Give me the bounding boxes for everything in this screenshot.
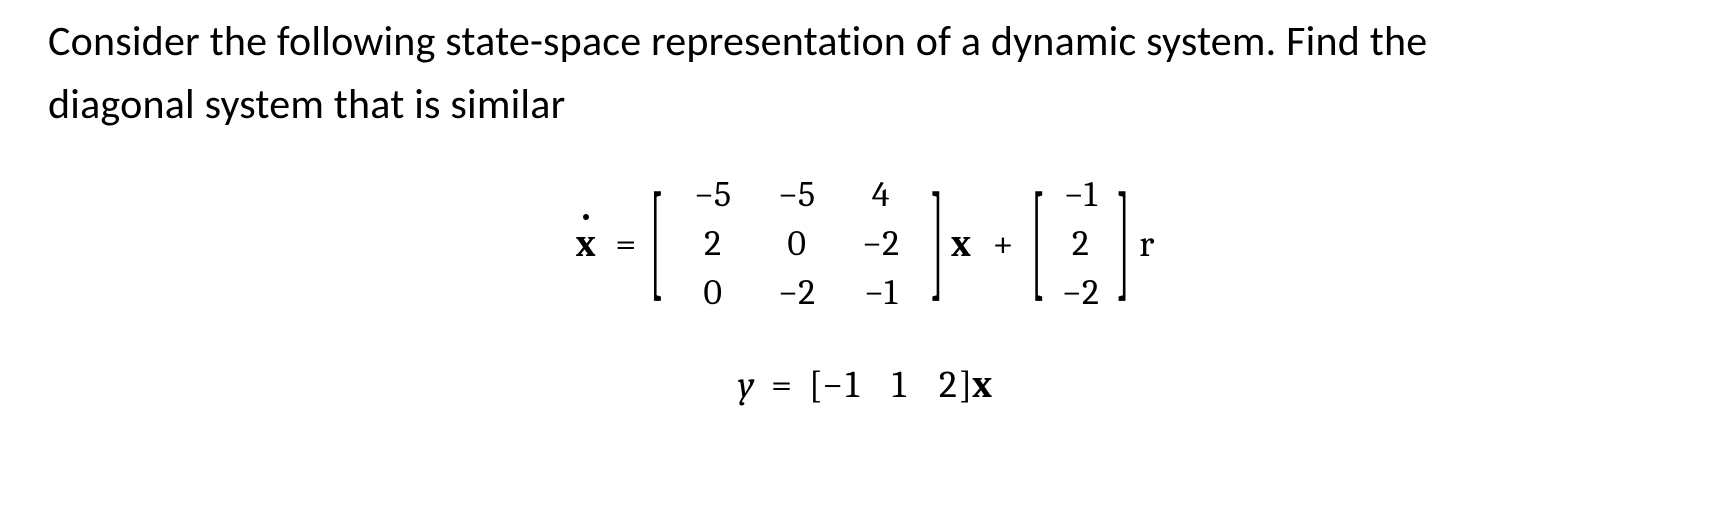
prompt-line-1: Consider the following state-space repre… [48, 16, 1427, 67]
A-left-bracket: [ [650, 167, 663, 317]
B-row-1: 2 [1052, 219, 1109, 268]
A-2-1: −2 [755, 268, 839, 317]
A-0-2: 4 [839, 170, 923, 219]
A-row-2: 0 −2 −1 [671, 268, 923, 317]
C-close-bracket: ] [959, 363, 972, 407]
A-1-2: −2 [839, 219, 923, 268]
C-open-bracket: [ [809, 363, 822, 407]
A-0-0: −5 [671, 170, 755, 219]
A-row-0: −5 −5 4 [671, 170, 923, 219]
problem-statement: Consider the following state-space repre… [48, 10, 1682, 136]
state-vector-x-2: x [972, 363, 992, 407]
prompt-line-2: diagonal system that is similar [48, 79, 565, 130]
A-2-0: 0 [671, 268, 755, 317]
input-var-r: r [1139, 222, 1154, 266]
B-0: −1 [1052, 170, 1109, 219]
A-row-1: 2 0 −2 [671, 219, 923, 268]
plus-sign: + [992, 222, 1013, 266]
equals-sign-2-glyph: = [771, 363, 792, 407]
B-1: 2 [1052, 219, 1109, 268]
output-y: y [738, 363, 754, 407]
A-matrix: −5 −5 4 2 0 −2 0 −2 −1 [671, 170, 923, 317]
equals-sign-1: = [615, 222, 636, 266]
A-0-1: −5 [755, 170, 839, 219]
A-1-1: 0 [755, 219, 839, 268]
A-2-2: −1 [839, 268, 923, 317]
B-2: −2 [1052, 268, 1109, 317]
C-row-values: −1 1 2 [822, 363, 959, 407]
A-1-0: 2 [671, 219, 755, 268]
dot-icon [583, 214, 589, 220]
xdot-symbol: x [576, 222, 596, 266]
state-vector-x-1: x [951, 222, 971, 266]
B-vector: −1 2 −2 [1052, 170, 1109, 317]
state-equation: x = [ −5 −5 4 2 0 −2 0 −2 −1 ] x + [ [576, 170, 1155, 317]
math-block: x = [ −5 −5 4 2 0 −2 0 −2 −1 ] x + [ [0, 170, 1730, 407]
B-right-bracket: ] [1116, 167, 1129, 317]
xdot-var: x [576, 222, 596, 266]
equals-sign-2 [763, 363, 771, 407]
B-left-bracket: [ [1031, 167, 1044, 317]
B-row-2: −2 [1052, 268, 1109, 317]
B-row-0: −1 [1052, 170, 1109, 219]
A-right-bracket: ] [930, 167, 943, 317]
output-equation: y = [−1 1 2]x [738, 363, 992, 407]
